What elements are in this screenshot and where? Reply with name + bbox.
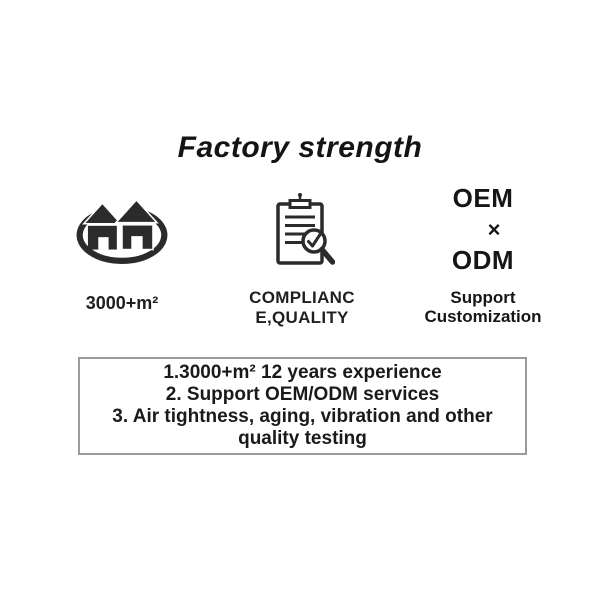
factory-area-label: 3000+m² bbox=[85, 293, 159, 313]
compliance-label-line1: COMPLIANC bbox=[249, 288, 355, 307]
summary-line-1: 1.3000+m² 12 years experience bbox=[163, 362, 442, 383]
clipboard-inspection-icon bbox=[276, 193, 335, 265]
experience-summary-box: 1.3000+m² 12 years experience 2. Support… bbox=[78, 357, 527, 455]
compliance-quality-label: COMPLIANC E,QUALITY bbox=[227, 288, 377, 328]
multiply-separator: × bbox=[487, 217, 501, 242]
summary-line-3: 3. Air tightness, aging, vibration and o… bbox=[112, 406, 493, 427]
page-title: Factory strength bbox=[177, 131, 423, 164]
odm-text: ODM bbox=[451, 245, 515, 275]
support-caption-line2: Customization bbox=[424, 307, 542, 326]
summary-line-2: 2. Support OEM/ODM services bbox=[165, 384, 440, 405]
compliance-label-line2: E,QUALITY bbox=[255, 308, 349, 327]
oem-odm-block: OEM × ODM Support Customization bbox=[408, 184, 558, 326]
factory-houses-icon bbox=[76, 200, 168, 264]
oem-text: OEM bbox=[452, 183, 514, 213]
summary-line-4: quality testing bbox=[238, 428, 367, 449]
support-caption-line1: Support bbox=[450, 288, 516, 307]
